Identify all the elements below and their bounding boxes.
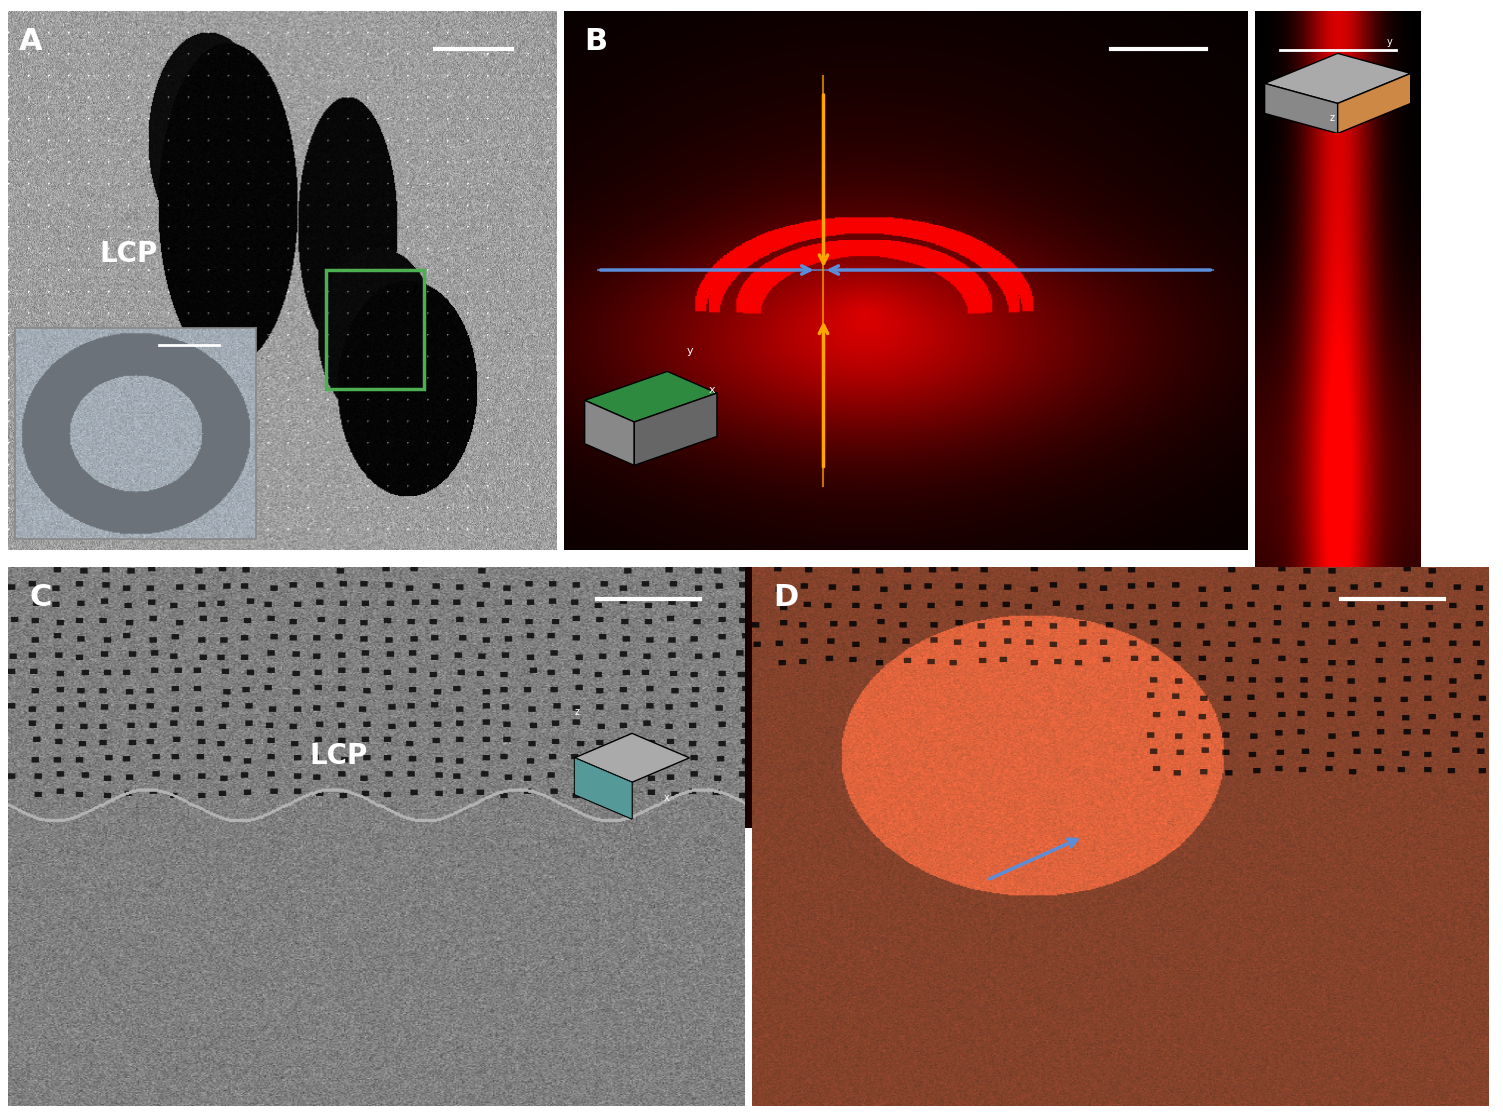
- Polygon shape: [585, 400, 634, 465]
- Polygon shape: [1263, 625, 1404, 658]
- Text: B: B: [585, 28, 607, 57]
- Text: LCP: LCP: [310, 742, 368, 770]
- Text: y: y: [687, 346, 694, 356]
- Polygon shape: [1263, 711, 1404, 790]
- Text: z: z: [574, 707, 580, 717]
- Text: x: x: [709, 385, 715, 395]
- Text: A: A: [18, 28, 42, 57]
- Text: D: D: [774, 584, 798, 613]
- Polygon shape: [1263, 658, 1404, 711]
- Polygon shape: [585, 371, 717, 421]
- Polygon shape: [1264, 83, 1338, 133]
- Polygon shape: [1338, 73, 1411, 133]
- Polygon shape: [1264, 53, 1411, 103]
- Polygon shape: [634, 394, 717, 465]
- Bar: [326, 270, 424, 388]
- Text: z: z: [1330, 113, 1335, 123]
- Text: C: C: [30, 584, 53, 613]
- Polygon shape: [574, 734, 690, 783]
- Polygon shape: [574, 758, 633, 818]
- Text: y: y: [1386, 38, 1392, 48]
- Text: LCP: LCP: [99, 240, 158, 268]
- Text: x: x: [664, 793, 670, 803]
- Polygon shape: [574, 758, 633, 818]
